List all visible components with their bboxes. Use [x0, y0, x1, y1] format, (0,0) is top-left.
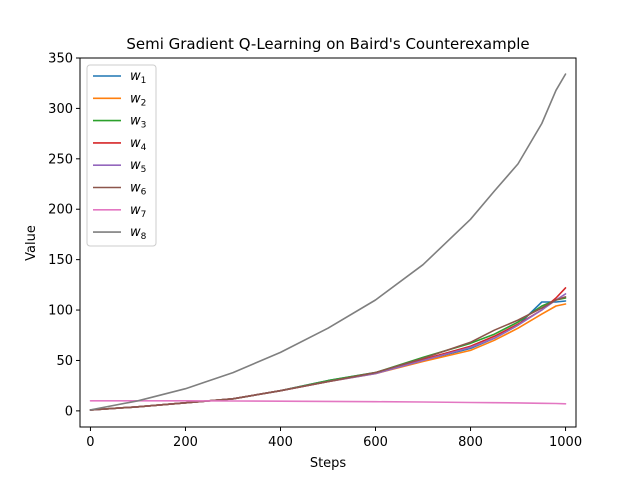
x-tick-label: 1000: [549, 435, 582, 450]
y-tick-label: 100: [48, 304, 73, 319]
legend-entry-w1: w1: [130, 69, 146, 86]
legend-entry-w4: w4: [130, 136, 147, 153]
chart-title: Semi Gradient Q-Learning on Baird's Coun…: [126, 35, 529, 53]
y-tick-label: 350: [48, 52, 73, 67]
series-line-w4: [89, 287, 567, 411]
series-line-w1: [89, 300, 567, 411]
y-tick-label: 300: [48, 102, 73, 117]
y-tick-label: 250: [48, 152, 73, 167]
x-axis: 0 200 400 600 800 1000: [86, 427, 582, 450]
x-tick-label: 400: [268, 435, 293, 450]
series-line-w8: [89, 73, 567, 411]
legend-entry-w7: w7: [130, 203, 146, 220]
x-tick-label: 0: [86, 435, 94, 450]
legend-entry-w5: w5: [130, 158, 146, 175]
y-tick-label: 0: [65, 404, 73, 419]
y-tick-label: 50: [56, 354, 73, 369]
legend-entry-w3: w3: [130, 114, 146, 131]
y-tick-label: 200: [48, 203, 73, 218]
legend: w1 w2 w3 w4 w5 w6 w7 w8: [86, 64, 157, 247]
x-tick-label: 800: [458, 435, 483, 450]
y-axis: 0 50 100 150 200 250 300 350: [48, 52, 80, 419]
legend-entry-w2: w2: [130, 91, 146, 108]
legend-entry-w6: w6: [130, 181, 147, 198]
x-axis-label: Steps: [310, 456, 347, 471]
legend-entry-w8: w8: [130, 225, 147, 242]
series-line-w5: [89, 293, 567, 411]
x-tick-label: 600: [363, 435, 388, 450]
series-line-w6: [89, 296, 567, 411]
series-line-w7: [89, 399, 567, 405]
y-axis-label: Value: [24, 225, 39, 261]
axes-frame: [79, 57, 577, 428]
x-tick-label: 200: [173, 435, 198, 450]
legend-box: [86, 64, 157, 247]
series-lines: [89, 73, 567, 411]
y-tick-label: 150: [48, 253, 73, 268]
series-line-w3: [89, 297, 567, 411]
